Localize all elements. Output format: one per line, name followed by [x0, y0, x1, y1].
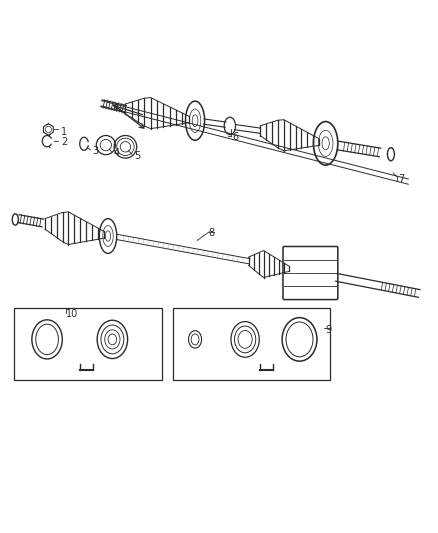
Text: 8: 8: [208, 228, 214, 238]
Text: 9: 9: [325, 325, 332, 335]
Text: 2: 2: [61, 138, 67, 148]
Text: 1: 1: [61, 126, 67, 136]
Text: 10: 10: [66, 309, 78, 319]
Bar: [14, 308, 162, 379]
Text: 6: 6: [232, 132, 238, 142]
Bar: [173, 308, 330, 379]
Text: 7: 7: [398, 174, 405, 184]
Text: 5: 5: [134, 150, 141, 160]
Text: 4: 4: [114, 148, 120, 158]
Text: 3: 3: [93, 146, 99, 156]
